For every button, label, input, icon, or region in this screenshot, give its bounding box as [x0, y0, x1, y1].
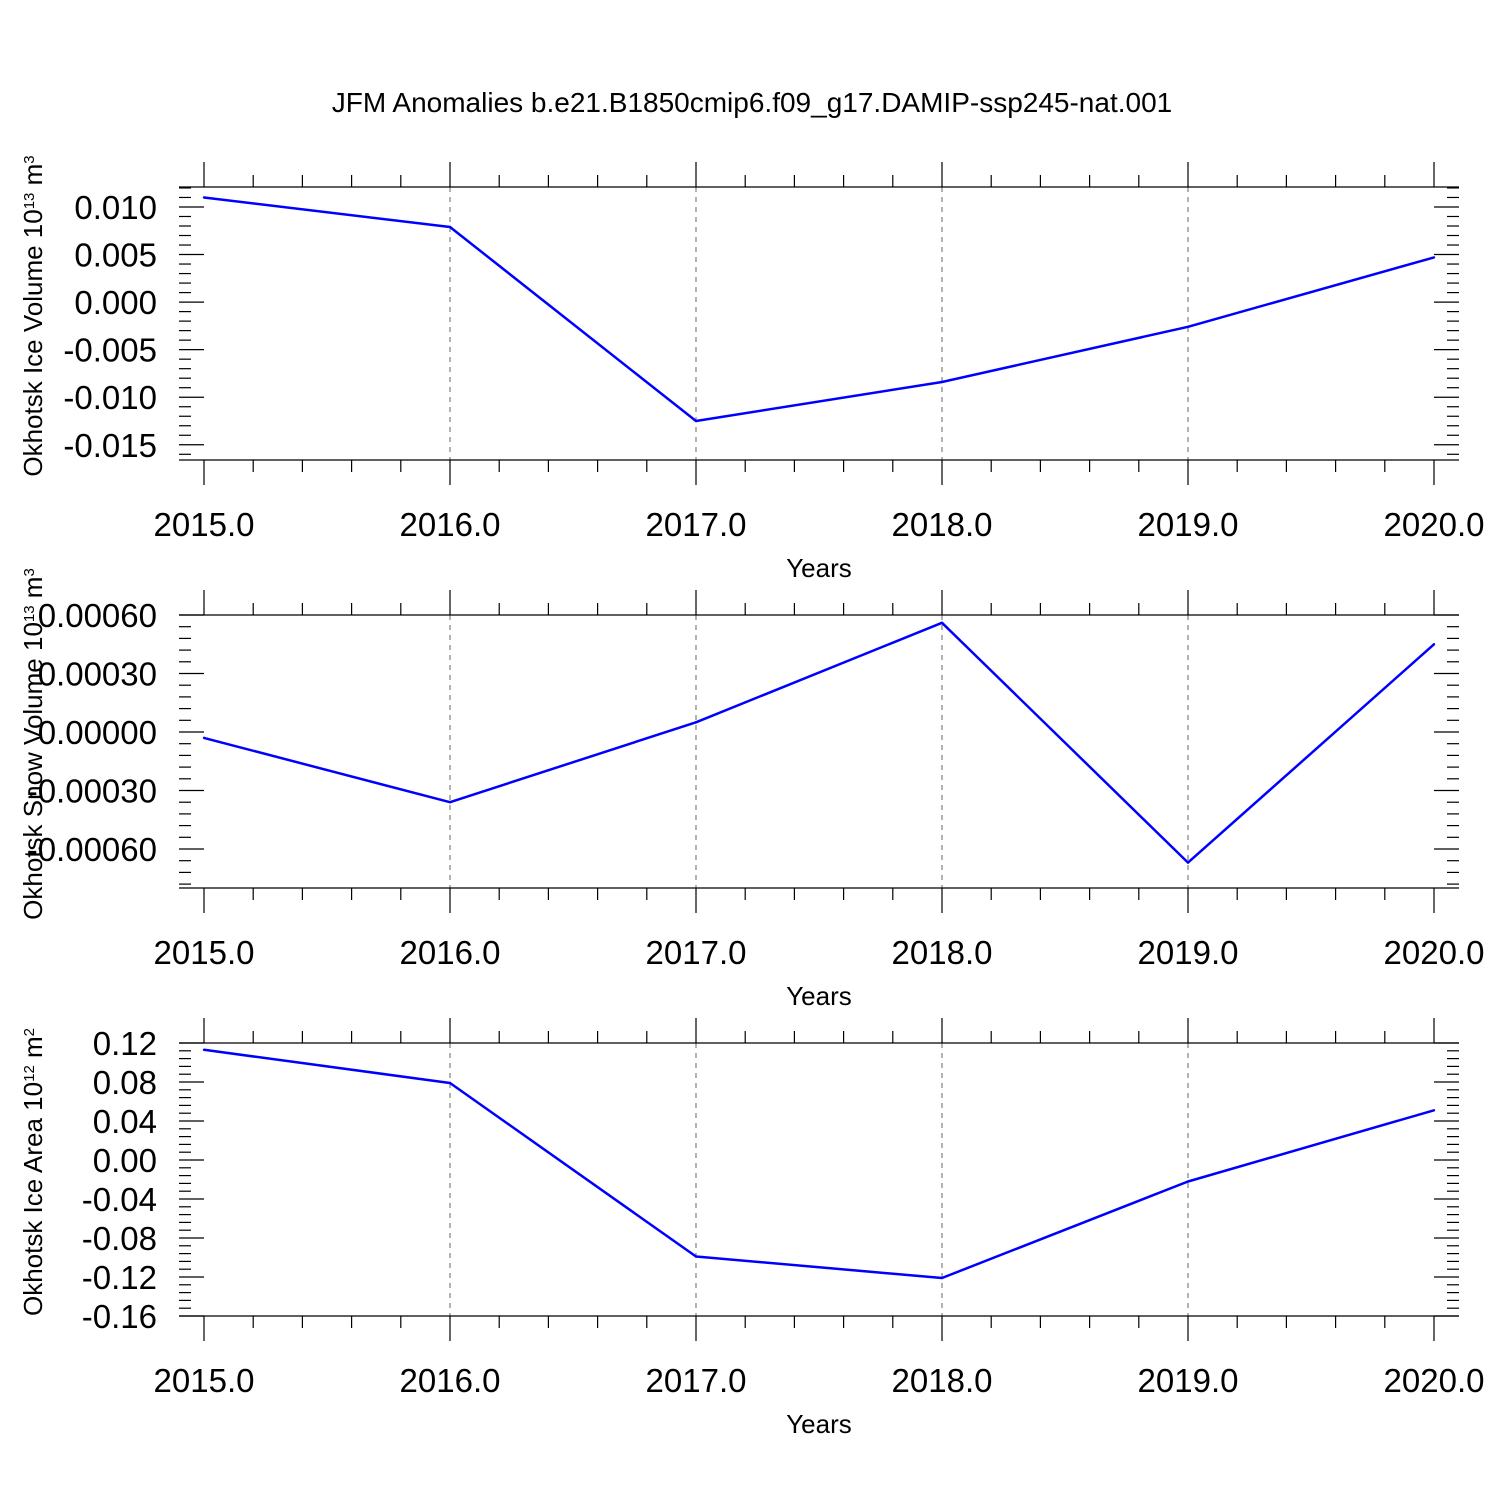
y-axis-label-unit-exponent: 3	[21, 568, 38, 576]
x-tick-label: 2020.0	[1384, 1362, 1485, 1399]
y-tick-label: -0.04	[82, 1181, 157, 1218]
x-tick-label: 2020.0	[1384, 506, 1485, 543]
x-tick-label: 2019.0	[1138, 934, 1239, 971]
x-tick-label: 2020.0	[1384, 934, 1485, 971]
y-tick-label: 0.08	[93, 1064, 157, 1101]
data-point	[1186, 325, 1190, 329]
data-point	[202, 196, 206, 199]
x-axis-label: Years	[786, 981, 852, 1011]
data-point	[448, 801, 452, 804]
y-axis-label-text: Okhotsk Ice Area 10	[18, 1082, 48, 1316]
data-point	[940, 380, 944, 384]
series-line	[203, 196, 1435, 423]
y-axis-label-text: Okhotsk Snow Volume 10	[18, 622, 48, 920]
y-tick-label: 0.000	[74, 284, 157, 321]
y-tick-label: 0.00030	[38, 656, 157, 693]
y-tick-label: -0.005	[63, 332, 157, 369]
x-tick-label: 2015.0	[154, 1362, 255, 1399]
x-tick-label: 2018.0	[892, 934, 993, 971]
x-tick-label: 2018.0	[892, 506, 993, 543]
data-point	[1186, 1180, 1190, 1183]
series-line	[203, 1048, 1435, 1280]
x-tick-label: 2016.0	[400, 506, 501, 543]
y-tick-label: -0.00060	[27, 831, 157, 868]
x-tick-label: 2019.0	[1138, 1362, 1239, 1399]
y-tick-label: -0.015	[63, 427, 157, 464]
x-tick-label: 2016.0	[400, 934, 501, 971]
y-axis-label-text: Okhotsk Ice Volume 10	[18, 209, 48, 476]
data-point	[202, 736, 206, 740]
y-axis-label-exponent: 12	[21, 1065, 38, 1082]
y-tick-label: -0.08	[82, 1220, 157, 1257]
x-tick-label: 2015.0	[154, 506, 255, 543]
y-axis-label: Okhotsk Ice Area 1012 m2	[18, 1028, 48, 1316]
y-tick-label: 0.00060	[38, 597, 157, 634]
y-tick-label: -0.12	[82, 1259, 157, 1296]
data-point	[1432, 643, 1436, 646]
y-axis-label: Okhotsk Ice Volume 1013 m3	[18, 155, 48, 476]
data-point	[1432, 256, 1436, 259]
y-axis-label-unit-exponent: 2	[21, 1028, 38, 1036]
data-point	[940, 1276, 944, 1280]
y-axis-label: Okhotsk Snow Volume 1013 m3	[18, 568, 48, 920]
chart-panel-1: -0.015 -0.010 -0.005 0.000 0.005 0.010 2015.0 2…	[18, 155, 1484, 583]
chart-panel-3: -0.16-0.12-0.08-0.040.000.040.080.12 2015…	[18, 1018, 1484, 1439]
y-tick-label: -0.16	[82, 1298, 157, 1335]
data-point	[694, 419, 698, 423]
x-tick-label: 2018.0	[892, 1362, 993, 1399]
y-tick-label: 0.04	[93, 1103, 157, 1140]
figure-title: JFM Anomalies b.e21.B1850cmip6.f09_g17.D…	[332, 87, 1172, 118]
data-point	[1186, 861, 1190, 864]
x-tick-label: 2017.0	[646, 934, 747, 971]
y-tick-label: 0.12	[93, 1025, 157, 1062]
y-tick-label: 0.00	[93, 1142, 157, 1179]
y-tick-label: -0.010	[63, 379, 157, 416]
y-tick-label: 0.010	[74, 189, 157, 226]
data-point	[202, 1048, 206, 1052]
y-tick-label: 0.00000	[38, 714, 157, 751]
data-point	[940, 621, 944, 624]
data-point	[448, 1081, 452, 1085]
x-tick-label: 2015.0	[154, 934, 255, 971]
y-axis-label-exponent: 13	[21, 605, 38, 622]
data-point	[448, 225, 452, 229]
data-point	[694, 721, 698, 724]
x-axis-label: Years	[786, 553, 852, 583]
x-tick-label: 2016.0	[400, 1362, 501, 1399]
y-tick-label: 0.005	[74, 237, 157, 274]
data-point	[694, 1255, 698, 1258]
x-tick-label: 2017.0	[646, 506, 747, 543]
y-axis-label-unit-exponent: 3	[21, 155, 38, 163]
chart-panel-2: -0.00060 -0.00030 0.00000 0.00030 0.00060 201…	[18, 568, 1484, 1011]
x-tick-label: 2019.0	[1138, 506, 1239, 543]
series-line	[203, 621, 1435, 864]
y-tick-label: -0.00030	[27, 773, 157, 810]
y-axis-label-unit: m	[18, 577, 48, 606]
x-tick-label: 2017.0	[646, 1362, 747, 1399]
y-axis-label-unit: m	[18, 164, 48, 193]
x-axis-label: Years	[786, 1409, 852, 1439]
y-axis-label-unit: m	[18, 1036, 48, 1065]
data-point	[1432, 1109, 1436, 1112]
y-axis-label-exponent: 13	[21, 193, 38, 210]
